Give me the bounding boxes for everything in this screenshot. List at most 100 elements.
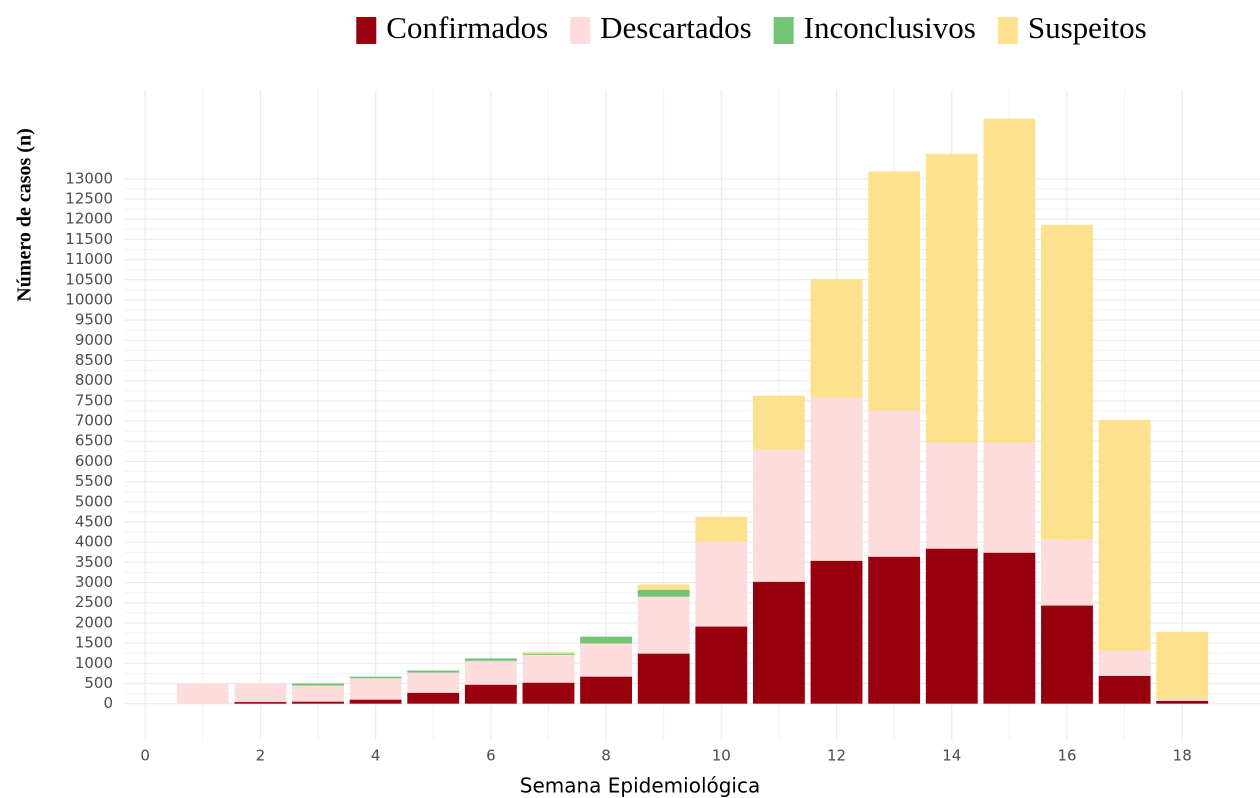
bar-segment xyxy=(234,702,287,704)
legend-swatch xyxy=(773,17,794,44)
bar-segment xyxy=(637,584,690,590)
x-tick-label: 14 xyxy=(942,747,961,765)
bar-segment xyxy=(983,442,1036,553)
y-tick-label: 4000 xyxy=(75,533,113,551)
x-tick-label: 0 xyxy=(140,747,150,765)
x-tick-label: 16 xyxy=(1057,747,1076,765)
bar-segment xyxy=(810,560,863,704)
legend-label: Descartados xyxy=(600,10,752,45)
x-tick-label: 4 xyxy=(371,747,381,765)
y-tick-label: 12000 xyxy=(65,210,113,228)
y-tick-label: 500 xyxy=(84,674,113,692)
bar-segment xyxy=(637,589,690,597)
bar-segment xyxy=(349,699,402,704)
y-tick-label: 3000 xyxy=(75,573,113,591)
bar-segment xyxy=(1156,698,1209,701)
y-tick-label: 2000 xyxy=(75,613,113,631)
bar-segment xyxy=(810,278,863,398)
bar-segment xyxy=(1156,700,1209,704)
bar-segment xyxy=(407,670,460,673)
bar-segment xyxy=(349,676,402,679)
bar-segment xyxy=(349,678,402,700)
bar-segment xyxy=(580,643,633,677)
y-tick-label: 4500 xyxy=(75,512,113,530)
bar-segment xyxy=(522,651,575,654)
bar-segment xyxy=(407,672,460,693)
bar-segment xyxy=(580,676,633,704)
x-tick-label: 18 xyxy=(1173,747,1192,765)
bar-segment xyxy=(1098,675,1151,704)
bar-segment xyxy=(810,397,863,561)
bar-segment xyxy=(464,660,517,685)
bar-segment xyxy=(1098,419,1151,651)
bar-segment xyxy=(1041,539,1093,606)
bar-segment xyxy=(292,685,344,702)
bar-segment xyxy=(695,626,748,704)
legend-label: Inconclusivos xyxy=(804,10,976,45)
bar-segment xyxy=(637,596,690,654)
y-tick-label: 2500 xyxy=(75,593,113,611)
legend-swatch xyxy=(356,17,377,44)
y-tick-label: 10500 xyxy=(65,270,113,288)
y-tick-label: 5000 xyxy=(75,492,113,510)
y-tick-label: 7500 xyxy=(75,391,113,409)
y-tick-label: 5500 xyxy=(75,472,113,490)
bar-segment xyxy=(925,442,978,549)
bar-segment xyxy=(925,153,978,443)
y-tick-label: 8000 xyxy=(75,371,113,389)
legend-label: Suspeitos xyxy=(1028,10,1147,45)
bar-segment xyxy=(580,636,633,644)
bar-segment xyxy=(522,653,575,655)
bar-segment xyxy=(522,654,575,683)
bar-segment xyxy=(1098,650,1151,676)
y-tick-label: 10000 xyxy=(65,290,113,308)
bar-segment xyxy=(752,581,805,704)
x-tick-label: 10 xyxy=(712,747,731,765)
x-axis-title: Semana Epidemiológica xyxy=(520,774,761,798)
bar-segment xyxy=(176,683,229,704)
y-tick-label: 6500 xyxy=(75,432,113,450)
legend-label: Confirmados xyxy=(386,10,548,45)
y-tick-label: 11500 xyxy=(65,230,113,248)
bar-segment xyxy=(464,658,517,661)
bar-segment xyxy=(868,410,921,557)
bar-segment xyxy=(983,552,1036,704)
legend-swatch xyxy=(997,17,1018,44)
bar-segment xyxy=(925,548,978,704)
y-tick-label: 9500 xyxy=(75,311,113,329)
y-tick-label: 0 xyxy=(103,694,113,712)
y-tick-label: 12500 xyxy=(65,190,113,208)
y-tick-label: 3500 xyxy=(75,553,113,571)
bar-segment xyxy=(637,653,690,704)
bar-segment xyxy=(292,701,344,704)
bar-segment xyxy=(868,171,921,411)
bar-segment xyxy=(407,692,460,704)
bar-segment xyxy=(1156,631,1209,699)
y-tick-label: 1500 xyxy=(75,634,113,652)
y-tick-label: 1000 xyxy=(75,654,113,672)
bar-segment xyxy=(234,683,287,703)
bar-segment xyxy=(522,682,575,704)
bar-segment xyxy=(868,556,921,704)
y-tick-label: 13000 xyxy=(65,169,113,187)
bar-segment xyxy=(695,541,748,627)
bar-segment xyxy=(1041,224,1093,540)
y-tick-label: 8500 xyxy=(75,351,113,369)
x-tick-label: 12 xyxy=(827,747,846,765)
x-tick-label: 6 xyxy=(486,747,496,765)
bar-segment xyxy=(752,449,805,582)
y-tick-label: 11000 xyxy=(65,250,113,268)
y-tick-label: 9000 xyxy=(75,331,113,349)
y-tick-label: 7000 xyxy=(75,412,113,430)
x-tick-label: 8 xyxy=(601,747,611,765)
bar-segment xyxy=(1041,605,1093,704)
y-axis-title: Número de casos (n) xyxy=(14,128,36,302)
bar-segment xyxy=(292,683,344,686)
bar-segment xyxy=(983,118,1036,443)
bar-segment xyxy=(464,684,517,704)
legend-swatch xyxy=(570,17,591,44)
bar-segment xyxy=(752,395,805,450)
x-tick-label: 2 xyxy=(256,747,266,765)
y-tick-label: 6000 xyxy=(75,452,113,470)
